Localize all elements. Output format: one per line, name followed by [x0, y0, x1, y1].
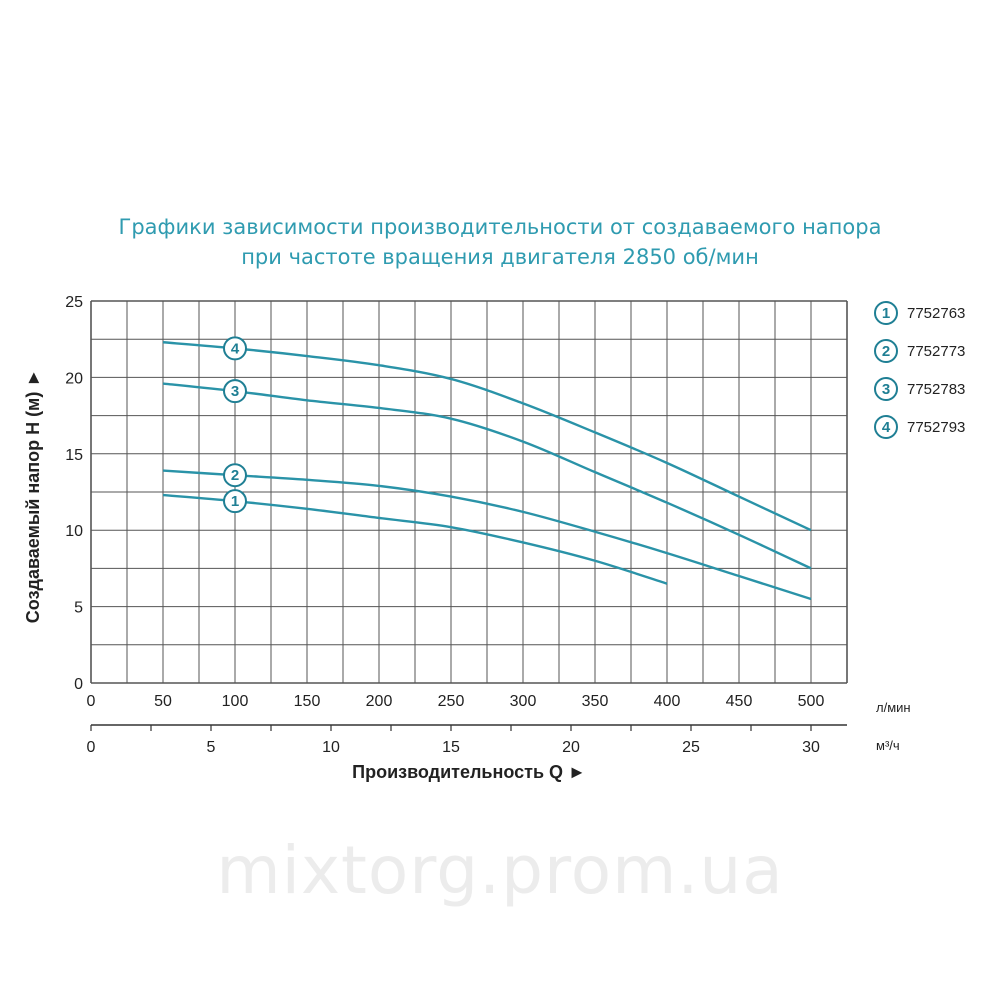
x-tick-label-primary: 400 [654, 693, 681, 710]
legend-label: 7752783 [907, 381, 965, 398]
legend-badge [874, 339, 898, 363]
series-line-2 [162, 469, 812, 601]
legend-badge [874, 415, 898, 439]
legend-badge-number: 1 [882, 305, 890, 322]
legend-badge [874, 301, 898, 325]
curve-badge-number: 2 [231, 467, 239, 484]
curve-badge-number: 1 [231, 493, 239, 510]
curve-badges: 1 2 3 4 [223, 336, 247, 514]
grid [90, 300, 848, 684]
y-axis-label: Создаваемый напор H (м) ► [23, 369, 43, 623]
x-tick-label-secondary: 20 [562, 739, 580, 756]
legend-label: 7752793 [907, 419, 965, 436]
x-tick-label-primary: 350 [582, 693, 609, 710]
x-tick-label-primary: 300 [510, 693, 537, 710]
curve-badge-3 [223, 379, 247, 404]
curve-badge-2 [223, 463, 247, 488]
legend-badge-number: 4 [882, 419, 891, 436]
legend-label: 7752773 [907, 343, 965, 360]
y-tick-label: 10 [65, 523, 83, 540]
chart-title-line-2: при частоте вращения двигателя 2850 об/м… [241, 245, 759, 269]
curve-badge-number: 3 [231, 383, 239, 400]
legend-badge [874, 377, 898, 401]
series-line-3 [162, 382, 812, 570]
x-tick-label-primary: 100 [222, 693, 249, 710]
x-tick-label-primary: 250 [438, 693, 465, 710]
x-tick-label-primary: 500 [798, 693, 825, 710]
curve-badge-1 [223, 489, 247, 514]
x-unit-secondary: м³/ч [876, 738, 900, 753]
chart-title-line-1: Графики зависимости производительности о… [118, 215, 882, 239]
y-tick-label: 25 [65, 294, 83, 311]
x-tick-label-secondary: 15 [442, 739, 460, 756]
y-tick-label: 20 [65, 370, 83, 387]
x-tick-label-primary: 150 [294, 693, 321, 710]
legend-label: 7752763 [907, 305, 965, 322]
legend-badge-number: 2 [882, 343, 890, 360]
y-tick-label: 0 [74, 676, 83, 693]
legend: 1 7752763 2 7752773 3 7752783 4 7752793 [874, 301, 965, 439]
x-unit-primary: л/мин [876, 700, 911, 715]
y-tick-label: 15 [65, 447, 83, 464]
x-tick-label-primary: 450 [726, 693, 753, 710]
watermark: mixtorg.prom.ua [216, 832, 784, 909]
x-tick-label-secondary: 0 [87, 739, 96, 756]
curve-badge-number: 4 [231, 340, 240, 357]
x-tick-label-secondary: 25 [682, 739, 700, 756]
legend-badge-number: 3 [882, 381, 890, 398]
x-tick-label-primary: 0 [87, 693, 96, 710]
x-tick-label-secondary: 30 [802, 739, 820, 756]
x-tick-label-primary: 200 [366, 693, 393, 710]
y-tick-label: 5 [74, 600, 83, 617]
x-tick-label-primary: 50 [154, 693, 172, 710]
curve-badge-4 [223, 336, 247, 361]
x-tick-label-secondary: 5 [207, 739, 216, 756]
x-tick-label-secondary: 10 [322, 739, 340, 756]
x-axis-label: Производительность Q ► [352, 762, 586, 782]
series-line-4 [162, 341, 812, 532]
